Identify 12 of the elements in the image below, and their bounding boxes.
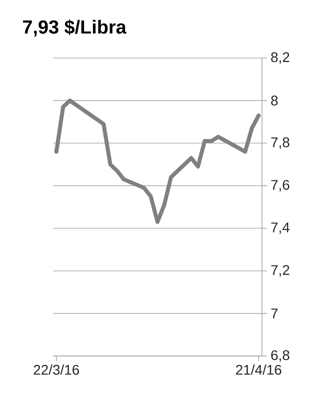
x-tick-label: 21/4/16 [236, 364, 282, 375]
y-tick-label: 7,4 [271, 222, 290, 234]
x-tick-label: 22/3/16 [34, 364, 80, 375]
y-tick-label: 8,2 [271, 52, 290, 64]
line-series [54, 98, 261, 224]
chart-title: 7,93 $/Libra [23, 20, 126, 36]
y-tick-label: 7,2 [271, 265, 290, 277]
y-tick-label: 7,8 [271, 137, 290, 149]
y-tick-label: 8 [271, 96, 278, 106]
y-tick-label: 7,6 [271, 180, 290, 192]
y-tick-label: 6,8 [271, 350, 290, 362]
y-tick-label: 7 [271, 308, 278, 318]
